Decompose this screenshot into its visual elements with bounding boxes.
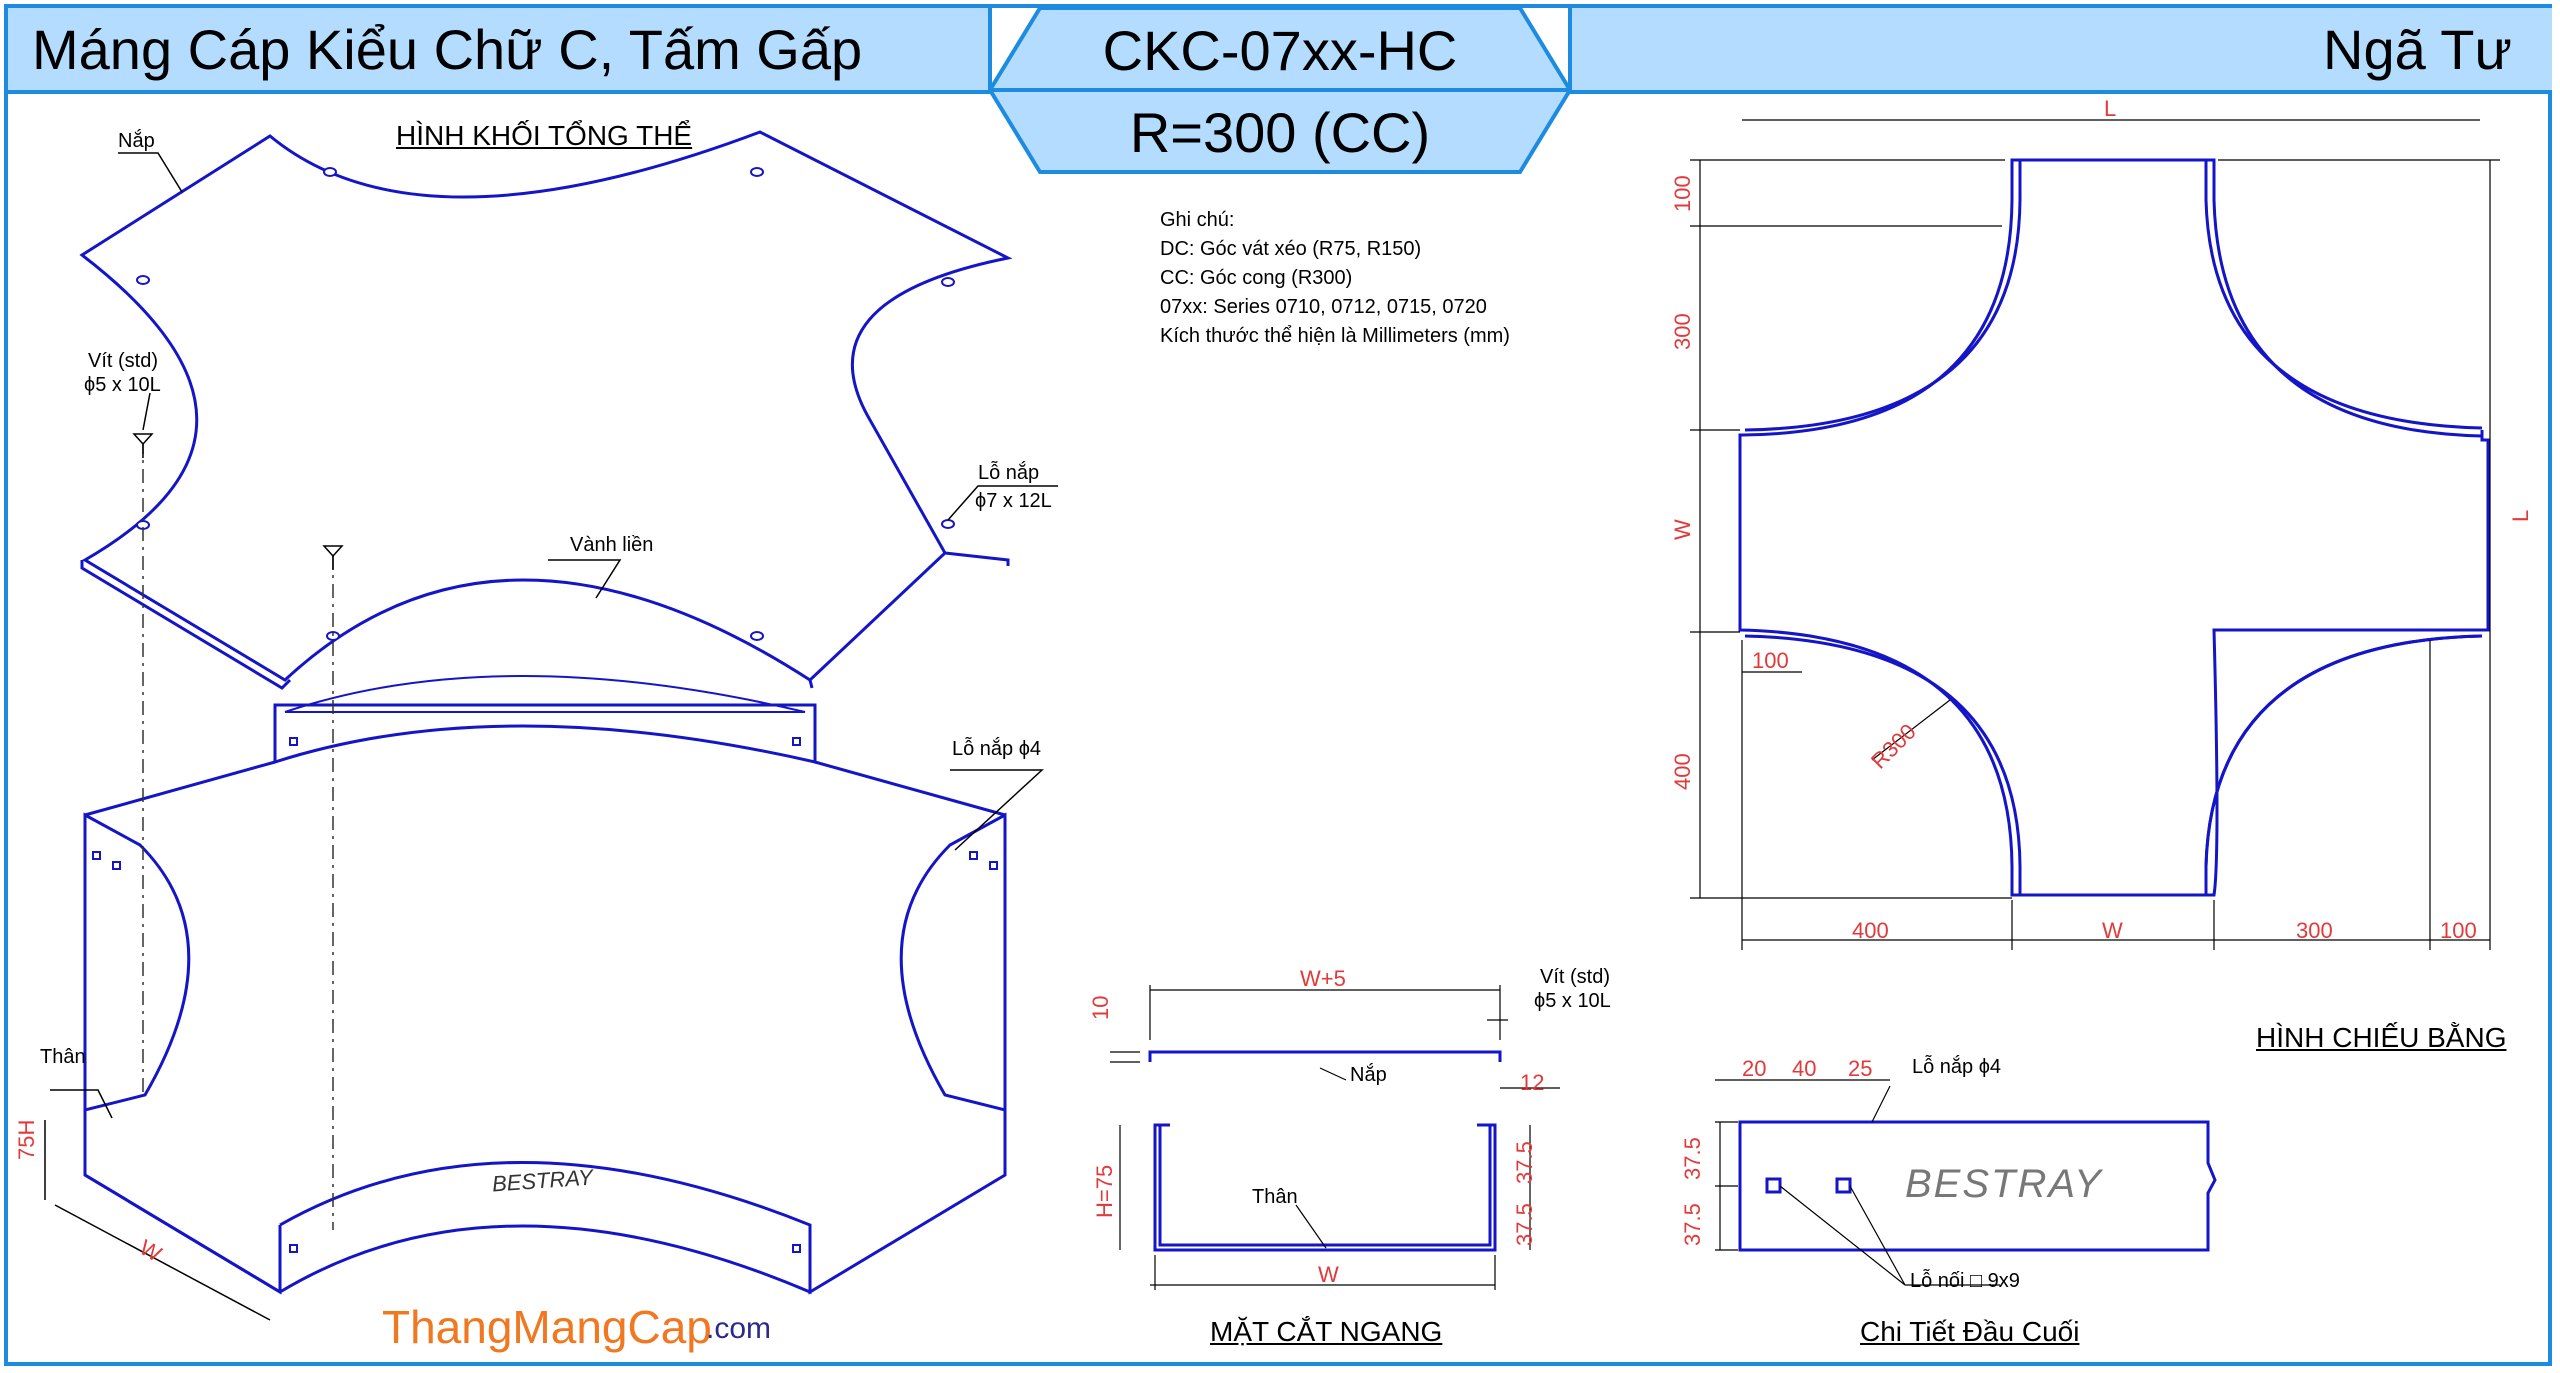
end-dim-37-5b: 37.5 (1680, 1203, 1705, 1246)
header-radius: R=300 (CC) (1129, 101, 1431, 164)
iso-label-lo-nap-1: Lỗ nắp (978, 462, 1040, 484)
cross-dim-37-5b: 37.5 (1512, 1203, 1537, 1246)
cross-label-vit-1: Vít (std) (1540, 966, 1611, 988)
iso-body-back-wall (273, 703, 817, 765)
iso-body-right-wall (899, 812, 1007, 1112)
iso-label-vanh-lien: Vành liền (570, 534, 654, 556)
plan-dim-400-left: 400 (1670, 753, 1695, 790)
section-iso-title: HÌNH KHỐI TỔNG THỂ (396, 120, 693, 151)
notes-title: Ghi chú: (1160, 209, 1235, 231)
plan-dim-100-bottom: 100 (2440, 918, 2477, 943)
cross-section-view (1148, 1050, 1502, 1252)
end-dim-37-5a: 37.5 (1680, 1137, 1705, 1180)
end-detail-view (1738, 1120, 2217, 1252)
plan-dim-400-bottom: 400 (1852, 918, 1889, 943)
plan-dim-100-mid: 100 (1752, 648, 1789, 673)
header-code: CKC-07xx-HC (1102, 19, 1458, 82)
iso-body-front-wall (279, 1161, 812, 1295)
end-dim-40: 40 (1792, 1056, 1817, 1081)
iso-label-vit-1: Vít (std) (88, 350, 159, 372)
plan-dim-w-bottom: W (2102, 918, 2123, 943)
iso-label-nap: Nắp (118, 130, 155, 152)
iso-cover (79, 130, 1013, 682)
note-line: Kích thước thể hiện là Millimeters (mm) (1160, 325, 1510, 347)
plan-dim-w-left: W (1670, 519, 1695, 540)
section-cross-title: MẶT CẮT NGANG (1210, 1316, 1443, 1347)
plan-dim-300-bottom: 300 (2296, 918, 2333, 943)
iso-label-vit-2: ϕ5 x 10L (84, 374, 161, 396)
iso-dim-h: 75H (14, 1119, 39, 1160)
cross-label-vit-2: ϕ5 x 10L (1534, 990, 1611, 1012)
iso-body-left-wall (83, 812, 191, 1112)
header-title-left: Máng Cáp Kiểu Chữ C, Tấm Gấp (8, 8, 988, 90)
section-plan-title: HÌNH CHIẾU BẰNG (2256, 1022, 2507, 1053)
cross-dim-h75: H=75 (1092, 1164, 1117, 1218)
section-end-title: Chi Tiết Đầu Cuối (1860, 1316, 2080, 1347)
end-brand: BESTRAY (1905, 1162, 2103, 1206)
plan-dim-300-left: 300 (1670, 313, 1695, 350)
cross-label-than: Thân (1252, 1186, 1298, 1208)
note-line: 07xx: Series 0710, 0712, 0715, 0720 (1160, 296, 1487, 318)
plan-dim-100-top: 100 (1670, 175, 1695, 212)
iso-label-than: Thân (40, 1046, 86, 1068)
end-label-lo-noi: Lỗ nối □ 9x9 (1910, 1270, 2020, 1292)
site-logo: ThangMangCap (382, 1301, 712, 1353)
cross-label-nap: Nắp (1350, 1064, 1387, 1086)
plan-dim-l-right: L (2508, 509, 2533, 522)
end-dim-25: 25 (1848, 1056, 1873, 1081)
cross-dim-w5: W+5 (1300, 966, 1346, 991)
site-logo-suffix: .com (706, 1312, 772, 1345)
plan-dim-l-top: L (2104, 96, 2117, 121)
cross-dim-w: W (1318, 1262, 1339, 1287)
note-line: DC: Góc vát xéo (R75, R150) (1160, 238, 1422, 260)
plan-view (1738, 158, 2490, 897)
iso-label-lo-nap-4: Lỗ nắp ϕ4 (952, 738, 1042, 760)
end-dim-20: 20 (1742, 1056, 1767, 1081)
header-title-right: Ngã Tư (1570, 8, 2552, 90)
cross-dim-10: 10 (1088, 995, 1113, 1020)
iso-label-lo-nap-2: ϕ7 x 12L (975, 490, 1052, 512)
iso-view (79, 130, 1013, 1295)
note-line: CC: Góc cong (R300) (1160, 267, 1353, 289)
cross-dim-37-5a: 37.5 (1512, 1141, 1537, 1184)
end-label-lo-nap-4: Lỗ nắp ϕ4 (1912, 1056, 2002, 1078)
cross-dim-12: 12 (1520, 1070, 1545, 1095)
